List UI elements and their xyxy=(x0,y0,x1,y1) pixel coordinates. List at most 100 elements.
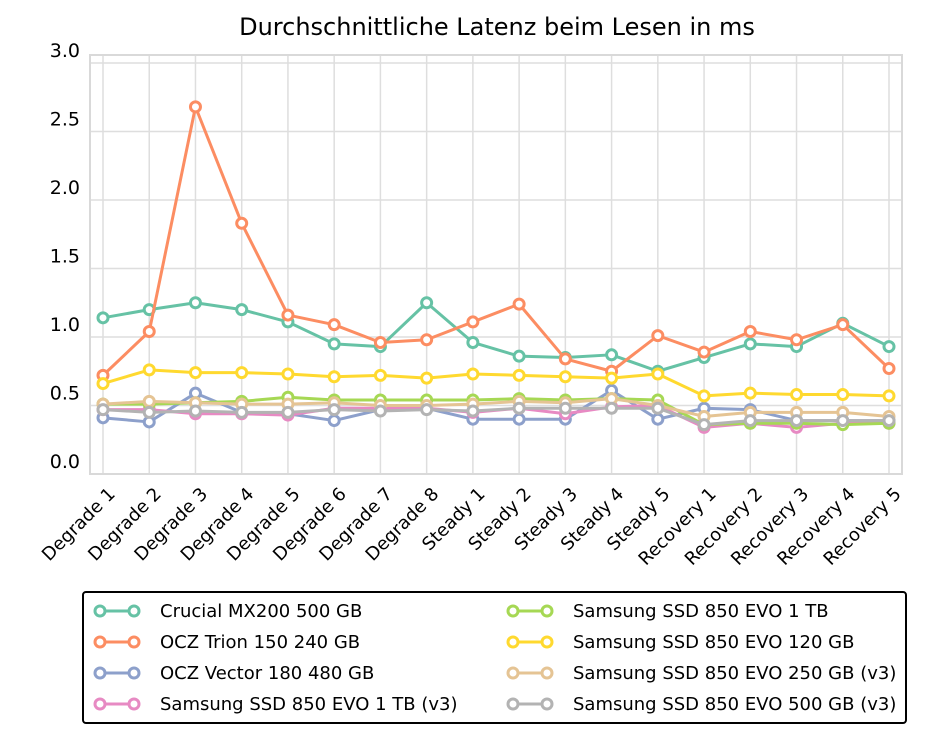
data-point xyxy=(188,366,202,380)
legend-item: Samsung SSD 850 EVO 1 TB (v3) xyxy=(92,689,458,719)
data-point xyxy=(235,405,249,419)
legend-label: OCZ Vector 180 480 GB xyxy=(160,662,375,684)
data-point xyxy=(651,412,665,426)
data-point xyxy=(235,366,249,380)
legend-label: Crucial MX200 500 GB xyxy=(160,600,363,622)
data-point xyxy=(96,403,110,417)
data-point xyxy=(235,216,249,230)
legend-marker-icon xyxy=(93,604,141,618)
series-line xyxy=(102,397,890,418)
data-point xyxy=(743,414,757,428)
legend-marker-icon xyxy=(93,635,141,649)
legend-label: Samsung SSD 850 EVO 120 GB xyxy=(573,631,855,653)
series-ocz-trion-150-240-gb xyxy=(96,100,896,382)
series-samsung-ssd-850-evo-120-gb xyxy=(96,363,896,403)
data-point xyxy=(96,311,110,325)
data-point xyxy=(836,414,850,428)
data-point xyxy=(327,337,341,351)
data-point xyxy=(512,368,526,382)
data-point xyxy=(558,370,572,384)
data-point xyxy=(743,325,757,339)
legend-item: OCZ Vector 180 480 GB xyxy=(92,658,374,688)
legend-label: OCZ Trion 150 240 GB xyxy=(160,631,361,653)
data-point xyxy=(142,325,156,339)
data-point xyxy=(882,362,896,376)
legend-item: Samsung SSD 850 EVO 500 GB (v3) xyxy=(505,689,896,719)
y-tick-label: 0.5 xyxy=(50,383,80,405)
data-point xyxy=(697,389,711,403)
data-point xyxy=(281,405,295,419)
data-point xyxy=(327,403,341,417)
legend-item: Samsung SSD 850 EVO 1 TB xyxy=(505,596,829,626)
series-samsung-ssd-850-evo-500-gb-v3 xyxy=(96,401,896,432)
legend: Crucial MX200 500 GB OCZ Trion 150 240 GB… xyxy=(82,591,907,724)
data-point xyxy=(420,403,434,417)
data-point xyxy=(697,418,711,432)
data-point xyxy=(420,371,434,385)
data-point xyxy=(420,333,434,347)
data-point xyxy=(188,296,202,310)
data-point xyxy=(605,371,619,385)
data-point xyxy=(882,389,896,403)
data-point xyxy=(790,333,804,347)
legend-marker-icon xyxy=(506,666,554,680)
data-point xyxy=(743,386,757,400)
data-point xyxy=(466,367,480,381)
legend-marker-icon xyxy=(93,666,141,680)
data-point xyxy=(558,352,572,366)
legend-label: Samsung SSD 850 EVO 500 GB (v3) xyxy=(573,693,897,715)
y-tick-label: 1.5 xyxy=(50,246,80,268)
data-point xyxy=(466,315,480,329)
data-point xyxy=(605,401,619,415)
data-point xyxy=(281,367,295,381)
data-point xyxy=(373,404,387,418)
legend-marker-icon xyxy=(506,635,554,649)
data-point xyxy=(743,337,757,351)
data-point xyxy=(327,414,341,428)
data-point xyxy=(651,401,665,415)
series-line xyxy=(102,301,890,373)
data-point xyxy=(420,296,434,310)
legend-label: Samsung SSD 850 EVO 250 GB (v3) xyxy=(573,662,897,684)
legend-label: Samsung SSD 850 EVO 1 TB xyxy=(573,600,829,622)
series-line xyxy=(102,406,889,427)
data-point xyxy=(651,367,665,381)
line-chart: Durchschnittliche Latenz beim Lesen in m… xyxy=(38,13,906,570)
data-point xyxy=(512,401,526,415)
series-line xyxy=(103,395,890,427)
y-axis: 0.0 0.5 1.0 1.5 2.0 2.5 3.0 xyxy=(50,40,80,473)
y-tick-label: 3.0 xyxy=(50,40,80,62)
series-samsung-ssd-850-evo-250-gb-v3 xyxy=(96,392,896,423)
series-group xyxy=(96,100,896,434)
legend-label: Samsung SSD 850 EVO 1 TB (v3) xyxy=(160,693,458,715)
plot-frame xyxy=(89,54,903,475)
chart-title: Durchschnittliche Latenz beim Lesen in m… xyxy=(239,13,755,41)
data-point xyxy=(327,370,341,384)
series-line xyxy=(102,368,890,398)
data-point xyxy=(605,348,619,362)
data-point xyxy=(882,414,896,428)
y-tick-label: 2.5 xyxy=(50,109,80,131)
legend-marker-icon xyxy=(506,697,554,711)
data-point xyxy=(790,414,804,428)
data-point xyxy=(558,401,572,415)
data-point xyxy=(836,318,850,332)
data-point xyxy=(512,297,526,311)
legend-item: OCZ Trion 150 240 GB xyxy=(92,627,360,657)
data-point xyxy=(96,377,110,391)
data-point xyxy=(142,394,156,408)
legend-marker-icon xyxy=(506,604,554,618)
legend-item: Crucial MX200 500 GB xyxy=(92,596,362,626)
data-point xyxy=(188,100,202,114)
legend-marker-icon xyxy=(93,697,141,711)
data-point xyxy=(790,388,804,402)
legend-item: Samsung SSD 850 EVO 120 GB xyxy=(505,627,854,657)
data-point xyxy=(327,318,341,332)
data-point xyxy=(373,368,387,382)
y-tick-label: 1.0 xyxy=(50,314,80,336)
y-tick-label: 2.0 xyxy=(50,177,80,199)
data-point xyxy=(281,308,295,322)
data-point xyxy=(512,349,526,363)
data-point xyxy=(466,335,480,349)
